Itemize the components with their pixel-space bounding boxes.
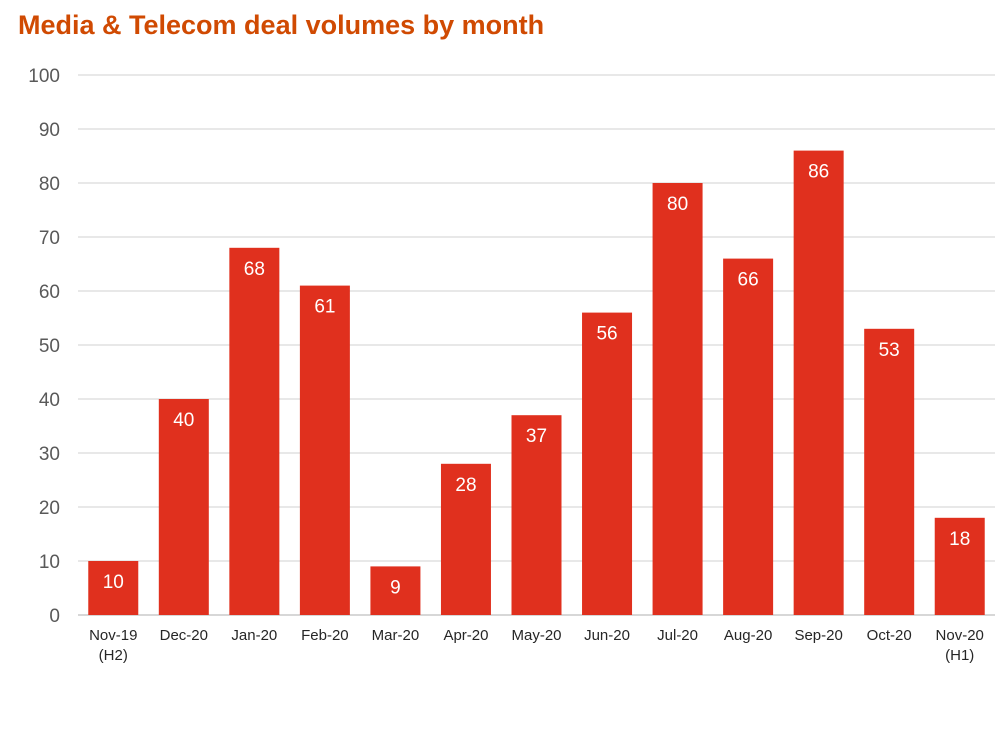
bar	[158, 399, 209, 615]
data-label: 80	[667, 194, 688, 215]
x-tick-label: Jul-20	[657, 627, 698, 644]
data-label: 10	[103, 572, 124, 593]
y-tick-label: 50	[39, 336, 60, 357]
data-label: 18	[949, 529, 970, 550]
x-tick-label: Feb-20	[301, 627, 349, 644]
x-tick-label: Sep-20	[794, 627, 842, 644]
y-tick-label: 70	[39, 228, 60, 249]
y-tick-label: 10	[39, 552, 60, 573]
bar	[793, 150, 844, 615]
data-label: 28	[455, 475, 476, 496]
data-label: 56	[596, 324, 617, 345]
x-tick-label: (H2)	[99, 647, 128, 664]
bar	[864, 328, 915, 615]
bar	[370, 566, 421, 615]
y-tick-label: 90	[39, 120, 60, 141]
y-tick-label: 40	[39, 390, 60, 411]
y-tick-label: 20	[39, 498, 60, 519]
x-tick-label: Nov-20	[936, 627, 984, 644]
data-label: 53	[879, 340, 900, 361]
bar	[229, 247, 280, 616]
data-label: 66	[738, 270, 759, 291]
data-label: 61	[314, 297, 335, 318]
bar	[511, 415, 562, 615]
bar	[934, 517, 985, 615]
y-tick-label: 30	[39, 444, 60, 465]
bar	[723, 258, 774, 615]
bar	[299, 285, 350, 615]
x-tick-label: Jun-20	[584, 627, 630, 644]
data-label: 68	[244, 259, 265, 280]
data-label: 37	[526, 426, 547, 447]
x-tick-label: May-20	[511, 627, 561, 644]
y-tick-label: 0	[49, 606, 60, 627]
y-tick-label: 80	[39, 174, 60, 195]
data-label: 40	[173, 410, 194, 431]
x-tick-label: Dec-20	[160, 627, 208, 644]
x-tick-label: Mar-20	[372, 627, 420, 644]
x-tick-label: Oct-20	[867, 627, 912, 644]
x-tick-label: Aug-20	[724, 627, 772, 644]
x-tick-label: Jan-20	[231, 627, 277, 644]
data-label: 9	[390, 577, 401, 598]
x-tick-label: Apr-20	[443, 627, 488, 644]
y-tick-label: 60	[39, 282, 60, 303]
bar	[88, 561, 139, 615]
bar	[440, 463, 491, 615]
y-tick-label: 100	[28, 66, 60, 87]
data-label: 86	[808, 162, 829, 183]
bar	[582, 312, 633, 615]
bar	[652, 183, 703, 615]
x-tick-label: (H1)	[945, 647, 974, 664]
chart-title: Media & Telecom deal volumes by month	[18, 10, 545, 40]
x-tick-label: Nov-19	[89, 627, 137, 644]
